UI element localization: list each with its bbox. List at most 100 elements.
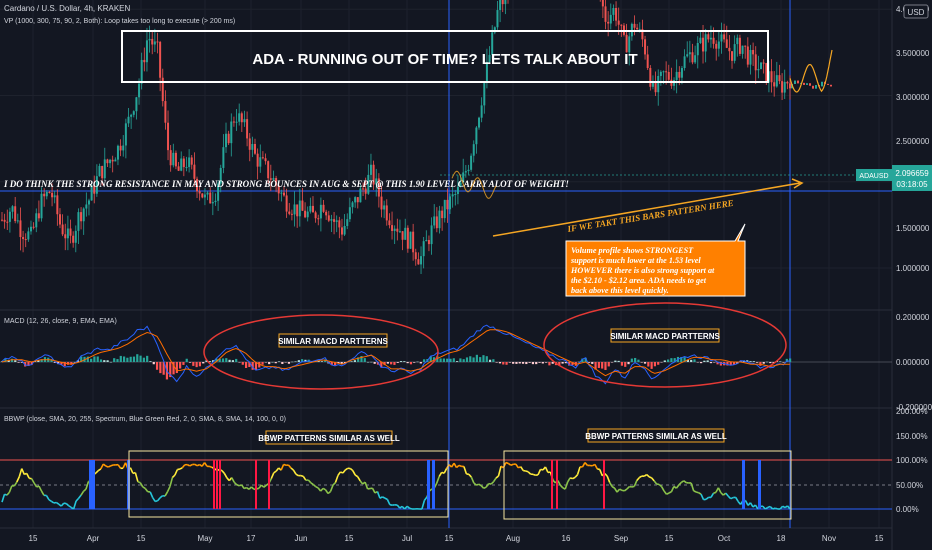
macd-histogram-bar	[545, 362, 548, 363]
macd-histogram-bar	[7, 360, 10, 362]
bbwp-segment	[75, 497, 80, 502]
candle-body	[472, 144, 475, 156]
macd-label-right: SIMILAR MACD PARTTERNS	[610, 332, 720, 341]
bbwp-label-left: BBWP PATTERNS SIMILAR AS WELL	[258, 434, 400, 443]
macd-histogram-bar	[561, 362, 564, 364]
bbwp-segment	[710, 492, 715, 498]
candle-body	[636, 27, 639, 30]
macd-histogram-bar	[653, 362, 657, 367]
currency-badge[interactable]	[903, 4, 929, 19]
candle-body	[435, 216, 438, 229]
candle-body	[741, 45, 744, 54]
macd-histogram-bar	[782, 362, 785, 363]
macd-histogram-bar	[548, 362, 551, 366]
candle-body	[375, 178, 378, 185]
candle-body	[491, 32, 494, 55]
candle-body	[659, 71, 662, 76]
bbwp-segment	[631, 485, 635, 488]
candle-body	[480, 105, 483, 118]
macd-histogram-bar	[396, 362, 399, 363]
macd-histogram-bar	[380, 362, 383, 368]
time-tick-label: Jun	[295, 534, 308, 543]
macd-histogram-bar	[238, 362, 241, 363]
macd-histogram-bar	[155, 362, 159, 370]
macd-histogram-bar	[637, 359, 640, 362]
bbwp-segment	[236, 483, 240, 487]
candle-body	[688, 52, 691, 55]
candle-body	[333, 219, 336, 222]
macd-histogram-bar	[192, 362, 195, 366]
bbwp-segment	[65, 502, 70, 507]
candle-body	[388, 220, 391, 226]
price-tick-label: 2.500000	[896, 137, 930, 146]
candle-body	[309, 205, 312, 212]
candle-body	[417, 259, 420, 265]
bbwp-segment	[334, 475, 339, 483]
candle-body	[64, 234, 67, 239]
candle-body	[770, 71, 773, 83]
candle-body	[85, 204, 88, 209]
candle-body	[644, 39, 647, 55]
bbwp-segment	[203, 462, 208, 467]
bbwp-segment	[250, 486, 255, 490]
bbwp-segment	[404, 505, 408, 510]
candle-body	[222, 147, 225, 168]
bbwp-high-bar	[551, 460, 553, 509]
bbwp-low-bar	[427, 460, 430, 509]
macd-histogram-bar	[670, 358, 673, 362]
candle-body	[240, 113, 243, 123]
candle-body	[19, 220, 22, 238]
macd-histogram-bar	[109, 361, 113, 363]
bbwp-segment	[608, 481, 613, 487]
bbwp-high-bar	[216, 460, 218, 509]
bbwp-segment	[53, 501, 57, 504]
candle-body	[733, 44, 736, 61]
candle-body	[420, 256, 423, 265]
macd-legend[interactable]: MACD (12, 26, close, 9, EMA, EMA)	[4, 318, 117, 325]
macd-histogram-bar	[587, 362, 591, 363]
macd-histogram-bar	[680, 357, 683, 362]
bbwp-segment	[1, 494, 6, 503]
macd-histogram-bar	[785, 358, 788, 362]
macd-histogram-bar	[33, 361, 37, 362]
candle-body	[209, 192, 212, 204]
bbwp-legend[interactable]: BBWP (close, SMA, 20, 255, Spectrum, Blu…	[4, 416, 286, 423]
macd-histogram-bar	[93, 356, 96, 362]
symbol-legend[interactable]: Cardano / U.S. Dollar, 4h, KRAKEN	[4, 4, 131, 13]
bbwp-segment	[58, 503, 62, 507]
macd-histogram-bar	[521, 362, 525, 364]
macd-histogram-bar	[568, 362, 571, 366]
bbwp-segment	[651, 477, 655, 482]
macd-histogram-bar	[301, 359, 304, 362]
candle-body	[6, 221, 9, 223]
candle-body	[464, 171, 467, 173]
candle-body	[797, 80, 799, 84]
candle-body	[27, 231, 30, 240]
bbwp-high-bar	[213, 460, 215, 509]
bbwp-segment	[673, 485, 677, 489]
bbwp-segment	[60, 502, 65, 507]
bbwp-pane	[1, 460, 791, 510]
time-axis[interactable]: 15 Apr 15 May 17 Jun 15 Jul 15 Aug 16 Sep 15 Oct 18 Nov…	[29, 534, 884, 543]
macd-histogram-bar	[126, 357, 129, 362]
time-tick-label: Nov	[822, 534, 836, 543]
candle-body	[475, 127, 478, 145]
macd-histogram-bar	[80, 356, 83, 362]
candle-body	[351, 202, 354, 208]
candle-body	[280, 192, 283, 194]
bbwp-segment	[260, 484, 265, 488]
macd-histogram-bar	[53, 362, 56, 363]
volume-profile-legend[interactable]: VP (1000, 300, 75, 90, 2, Both): Loop ta…	[4, 18, 235, 25]
macd-histogram-bar	[765, 361, 769, 363]
macd-histogram-bar	[90, 358, 93, 362]
macd-histogram-bar	[99, 359, 103, 362]
bbwp-segment	[705, 496, 709, 500]
macd-histogram-bar	[162, 362, 165, 375]
bbwp-segment	[352, 470, 356, 476]
candle-body	[214, 200, 217, 203]
time-tick-label: 15	[445, 534, 454, 543]
macd-histogram-bar	[182, 362, 185, 365]
macd-tick-label: 0.200000	[896, 313, 930, 322]
macd-histogram-bar	[73, 361, 76, 363]
